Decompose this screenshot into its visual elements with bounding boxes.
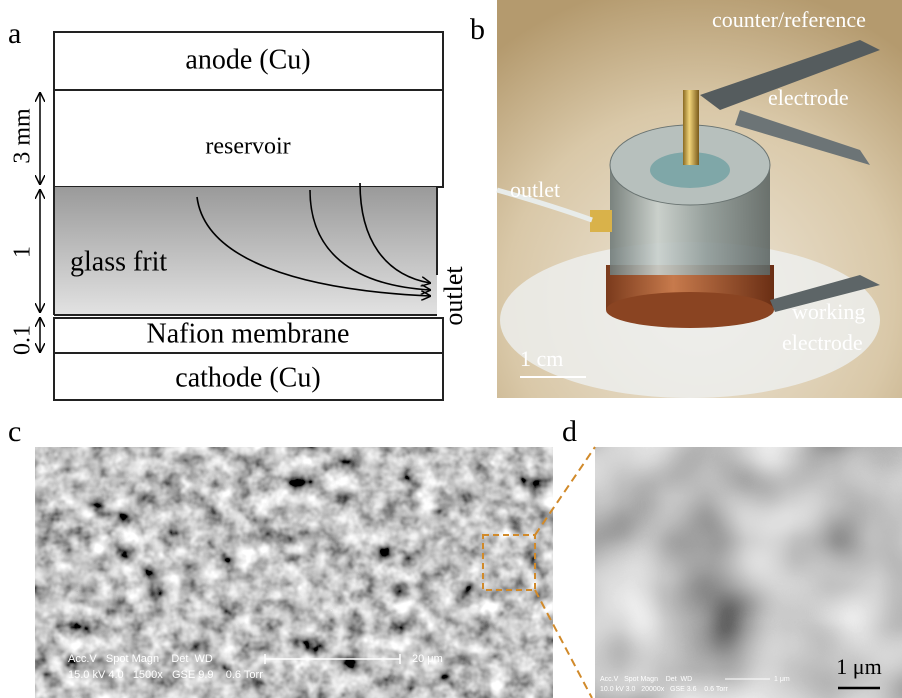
annotation: working	[792, 299, 865, 324]
sem-info: Acc.V Spot Magn Det WD	[68, 653, 213, 665]
anode-layer	[53, 31, 444, 91]
sem-info: Acc.V Spot Magn Det WD	[600, 676, 692, 683]
flow-arrow	[196, 196, 430, 296]
dimension-label: 1	[10, 246, 36, 258]
outlet-label: outlet	[439, 266, 468, 326]
scale-bar-label: 1 μm	[774, 676, 790, 683]
clip	[735, 110, 870, 165]
layer-label: anode (Cu)	[185, 44, 310, 75]
sem-info: 15.0 kV 4.0 1500x GSE 9.9 0.6 Torr	[68, 669, 263, 681]
outlet-fitting	[590, 210, 612, 232]
scale-bar-label: 1 cm	[520, 346, 563, 371]
clip	[770, 275, 880, 312]
scale-bar-label: 1 μm	[836, 654, 881, 679]
annotation: outlet	[510, 177, 560, 202]
panel-label: b	[470, 13, 485, 46]
cathode-layer	[53, 352, 444, 401]
sem-info: 10.0 kV 3.0 20000x GSE 3.6 0.6 Torr	[600, 686, 729, 693]
panel-label: c	[8, 415, 21, 448]
layer-label: glass frit	[70, 246, 167, 277]
flow-arrow	[309, 189, 430, 290]
zoom-box	[482, 534, 536, 591]
frit-layer	[54, 187, 437, 315]
annotation: electrode	[768, 85, 849, 110]
reservoir-layer	[53, 89, 444, 188]
panel-d: d Acc.V Spot Magn Det WD 10.0 kV 3.0 200…	[534, 415, 902, 698]
dimension-label: 3 mm	[10, 108, 36, 164]
clip	[700, 40, 880, 110]
sem-image	[595, 447, 902, 698]
zoom-line	[534, 446, 596, 536]
membrane-layer	[53, 317, 444, 354]
flow-arrow	[359, 182, 430, 283]
scale-bar-label: 20 μm	[412, 653, 443, 665]
layer-label: Nafion membrane	[147, 318, 350, 349]
layer-label: reservoir	[205, 134, 290, 160]
copper-coil	[606, 292, 774, 328]
annotation: electrode	[782, 330, 863, 355]
panel-a: a anode (Cu) reservoir glass frit Nafion…	[8, 17, 468, 401]
cell-window	[650, 152, 730, 188]
layer-label: cathode (Cu)	[175, 362, 320, 393]
brass-fitting	[683, 90, 699, 165]
annotation: counter/reference	[712, 7, 866, 32]
panel-label: d	[562, 415, 577, 448]
panel-b: b counter/reference electrode outlet wor…	[470, 0, 902, 398]
dimension-label: 0.1	[10, 325, 36, 355]
zoom-line	[534, 589, 593, 698]
tube	[496, 187, 593, 223]
panel-label: a	[8, 17, 21, 50]
panel-c: c Acc.V Spot Magn Det WD 15.0 kV 4.0 150…	[8, 415, 553, 698]
sem-image	[35, 447, 553, 698]
